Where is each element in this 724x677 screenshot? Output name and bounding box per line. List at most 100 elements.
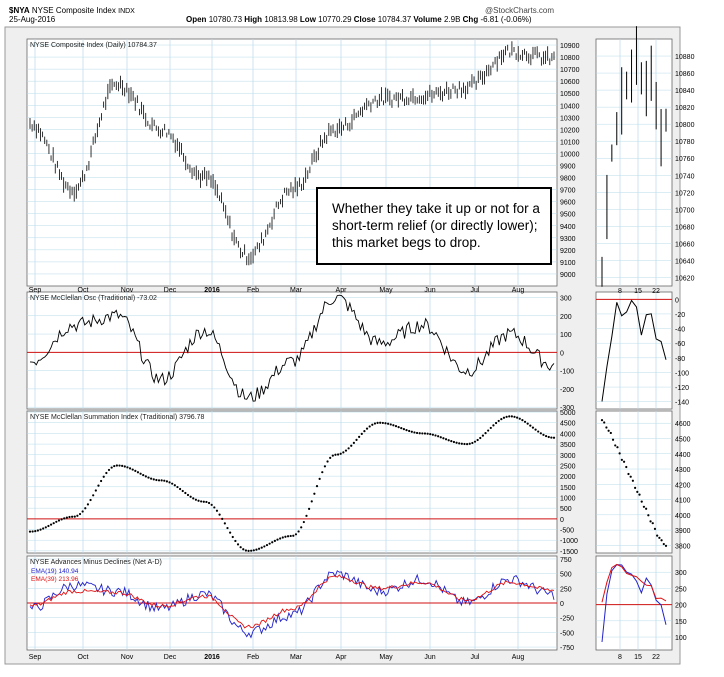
month-label-bottom: Aug <box>512 654 525 661</box>
summation-dot <box>371 423 374 426</box>
summation-dot <box>131 468 134 471</box>
summation-dot <box>368 425 371 428</box>
summation-dot <box>508 415 511 418</box>
panel-4-zoom-ytick-label: 100 <box>675 635 687 642</box>
summation-dot <box>497 419 500 423</box>
summation-dot <box>321 471 324 474</box>
panel-1-ytick-label: 9800 <box>560 176 576 183</box>
zoom-summation-dot <box>660 539 663 542</box>
summation-dot <box>315 485 319 488</box>
summation-dot <box>89 498 92 502</box>
month-label-bottom: Jul <box>471 654 480 661</box>
zoom-summation-dot <box>662 542 665 546</box>
month-label-bottom: Nov <box>121 654 134 661</box>
zoom-summation-dot <box>656 534 659 537</box>
summation-dot <box>537 430 540 433</box>
summation-dot <box>452 440 456 444</box>
zoom-day-label-top: 15 <box>634 288 642 295</box>
summation-dot <box>276 538 279 541</box>
summation-dot <box>252 549 255 552</box>
summation-dot <box>136 471 140 474</box>
zoom-summation-dot <box>609 431 612 435</box>
summation-dot <box>365 427 369 430</box>
panel-2-ytick-label: -100 <box>560 369 574 376</box>
panel-1-ytick-label: 10200 <box>560 127 580 134</box>
summation-dot <box>331 454 334 457</box>
summation-dot <box>481 434 485 437</box>
panel-3-ytick-label: 500 <box>560 506 572 513</box>
panel-2-ytick-label: 300 <box>560 295 572 302</box>
summation-dot <box>55 520 58 523</box>
panel-3-zoom-ytick-label: 3900 <box>675 528 691 535</box>
summation-dot <box>318 477 321 480</box>
month-label-top: 2016 <box>204 287 220 294</box>
month-label-top: May <box>379 287 393 294</box>
summation-dot <box>521 419 524 422</box>
summation-dot <box>492 424 495 427</box>
ema39-legend: EMA(39) 213.96 <box>31 576 79 583</box>
zoom-ema39-line <box>601 563 667 603</box>
summation-dot <box>250 549 253 552</box>
summation-dot <box>358 435 361 438</box>
summation-dot <box>36 529 39 532</box>
summation-dot <box>68 515 71 519</box>
summation-dot <box>184 491 187 495</box>
zoom-summation-dot <box>622 460 626 463</box>
summation-dot <box>505 415 508 418</box>
summation-dot <box>547 435 550 439</box>
zoom-summation-dot <box>649 520 652 523</box>
panel-1-ytick-label: 10400 <box>560 103 580 110</box>
panel-3-ytick-label: 3000 <box>560 453 576 460</box>
ema19-legend: EMA(19) 140.94 <box>31 568 79 575</box>
month-label-top: Apr <box>336 287 348 294</box>
chart-name: NYSE Composite Index <box>31 6 116 15</box>
ohlc-line: Open 10780.73 High 10813.98 Low 10770.29… <box>186 15 532 24</box>
summation-dot <box>379 421 382 424</box>
panel-3-ytick-label: -1500 <box>560 549 578 556</box>
summation-dot <box>484 432 487 435</box>
zoom-summation-dot <box>664 544 668 547</box>
summation-dot <box>329 456 332 459</box>
summation-dot <box>355 438 358 441</box>
panel-2-zoom-ytick-label: -140 <box>675 400 689 407</box>
summation-dot <box>387 422 390 425</box>
summation-dot <box>466 442 469 446</box>
panel-2-zoom-ytick-label: -40 <box>675 327 685 334</box>
zoom-summation-dot <box>653 527 657 530</box>
summation-dot <box>128 467 132 470</box>
panel-1-title: NYSE Composite Index (Daily) 10784.37 <box>30 42 157 49</box>
panel-1-ytick-label: 9500 <box>560 212 576 219</box>
summation-dot <box>263 545 266 548</box>
panel-3-zoom-ytick-label: 4000 <box>675 513 691 520</box>
summation-dot <box>400 427 403 430</box>
summation-dot <box>271 541 274 544</box>
panel-1-zoom-ytick-label: 10680 <box>675 224 695 231</box>
chart-date: 25-Aug-2016 <box>9 15 56 24</box>
summation-dot <box>49 523 53 526</box>
panel-1-zoom-ytick-label: 10640 <box>675 258 695 265</box>
summation-dot <box>255 548 258 551</box>
summation-dot <box>458 442 461 445</box>
summation-dot <box>471 441 474 445</box>
annotation-box: Whether they take it up or not for a sho… <box>316 187 552 265</box>
panel-4-ytick-label: 500 <box>560 572 572 579</box>
panel-1-zoom-ytick-label: 10880 <box>675 54 695 61</box>
summation-dot <box>268 542 271 545</box>
summation-dot <box>336 453 340 456</box>
summation-dot <box>231 535 234 539</box>
summation-dot <box>279 537 282 540</box>
summation-dot <box>334 453 337 456</box>
summation-dot <box>144 475 147 478</box>
summation-dot <box>421 432 424 435</box>
summation-dot <box>489 426 492 430</box>
zoom-summation-dot <box>636 490 639 493</box>
month-label-bottom: May <box>379 654 393 661</box>
summation-dot <box>463 442 466 446</box>
zoom-summation-dot <box>645 507 648 510</box>
summation-dot <box>308 507 311 510</box>
summation-dot <box>289 534 292 538</box>
panel-2-zoom-ytick-label: -100 <box>675 370 689 377</box>
zoom-summation-dot <box>614 444 617 447</box>
zoom-summation-dot <box>658 536 661 539</box>
